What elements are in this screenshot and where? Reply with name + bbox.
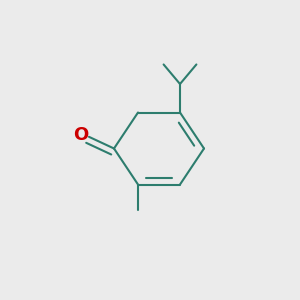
Text: O: O xyxy=(73,126,88,144)
